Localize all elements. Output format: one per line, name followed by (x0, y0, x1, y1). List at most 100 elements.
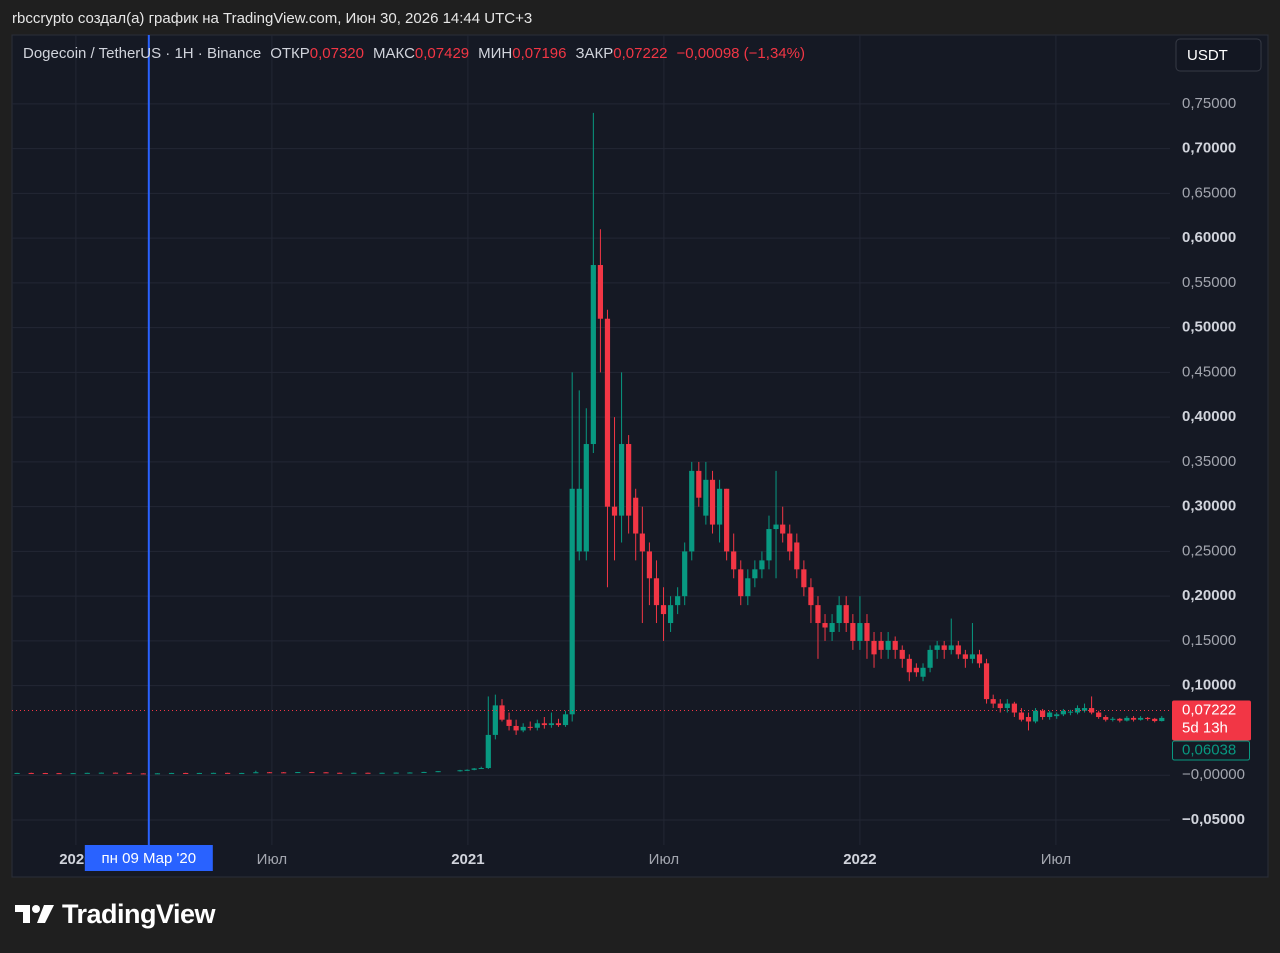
candle-body (885, 640, 891, 650)
logo-mark (37, 905, 54, 923)
x-tick-label: 2022 (843, 851, 876, 868)
candle-body (906, 658, 912, 673)
candle-body (597, 265, 604, 319)
candle-body (850, 623, 856, 641)
crosshair-label: пн 09 Мар '20 (102, 850, 197, 867)
candle-body (527, 726, 533, 728)
candle-body (611, 506, 618, 516)
legend-label: ЗАКР (575, 45, 614, 62)
candle-body (351, 772, 357, 774)
candle-body (808, 587, 814, 606)
candle-body (871, 640, 877, 655)
candle-body (520, 726, 526, 731)
candle-body (1060, 710, 1066, 715)
candle-body (365, 772, 371, 774)
currency-label[interactable]: USDT (1187, 47, 1228, 64)
candle-body (780, 524, 786, 534)
candle-body (295, 772, 301, 774)
candle-body (660, 605, 667, 615)
candle-body (1124, 717, 1130, 721)
candle-body (892, 640, 898, 650)
candle-body (576, 488, 582, 552)
candle-body (499, 705, 505, 720)
candle-body (836, 605, 842, 624)
candle-body (794, 542, 800, 570)
candle-body (590, 265, 596, 445)
candle-body (1018, 712, 1025, 720)
legend-change: −0,00098 (−1,34%) (676, 45, 805, 62)
candle-body (239, 772, 245, 774)
candle-body (1081, 708, 1088, 711)
candle-body (140, 773, 146, 775)
candle-body (196, 772, 202, 774)
currency-button-box[interactable] (1175, 38, 1262, 72)
candle-body (548, 723, 555, 726)
logo (15, 905, 54, 923)
candle-body (878, 640, 884, 650)
candle-body (112, 772, 119, 774)
candle-body (682, 551, 688, 597)
candle-body (667, 605, 674, 624)
candle-body (759, 560, 765, 570)
y-tick-label: 0,45000 (1182, 363, 1236, 380)
candle-body (154, 773, 161, 775)
crosshair-label-box (84, 845, 213, 871)
candle-body (583, 444, 589, 552)
candle-body (626, 444, 632, 516)
candle-body (253, 772, 259, 774)
candle-body (1004, 703, 1010, 709)
candle-body (457, 770, 463, 772)
candle-body (379, 772, 385, 774)
candle-body (281, 772, 287, 774)
plot-area (12, 35, 1170, 845)
currency-button[interactable]: USDT (1175, 38, 1262, 72)
candle-body (787, 533, 793, 552)
candle-body (653, 578, 660, 606)
y-tick-label: 0,55000 (1182, 274, 1236, 291)
candle-body (407, 772, 413, 774)
last-price-box (1172, 700, 1251, 741)
candle-body (126, 772, 132, 774)
candle-body (210, 772, 217, 774)
candle-body (745, 578, 751, 597)
candle-body (1137, 717, 1144, 720)
y-tick-label: 0,40000 (1182, 408, 1236, 425)
candle-body (98, 772, 104, 774)
candle-body (1067, 711, 1074, 713)
grid (12, 35, 1170, 845)
candle-body (829, 623, 835, 632)
x-tick-label: 2020 (59, 851, 92, 868)
candle-body (997, 703, 1003, 709)
candle-body (696, 470, 702, 498)
candle-body (639, 533, 645, 552)
y-tick-label: 0,10000 (1182, 677, 1236, 694)
y-tick-label: 0,50000 (1182, 319, 1236, 336)
candle-body (1159, 717, 1165, 722)
candle-body (435, 771, 441, 773)
axes: 0,75000 0,70000 0,65000 0,60000 0,55000 0,500… (59, 95, 1251, 871)
candle-body (1088, 708, 1095, 713)
candle-body (506, 719, 512, 726)
candle-body (464, 769, 470, 771)
second-price-label: 0,06038 (1182, 742, 1236, 759)
candle-body (738, 569, 744, 597)
candle-body (266, 772, 273, 774)
candle-body (969, 654, 976, 659)
legend-value: 0,07429 (414, 45, 470, 62)
candle-body (955, 645, 961, 655)
candle-body (731, 551, 737, 570)
candle-body (562, 714, 569, 726)
logo-mark (15, 905, 30, 923)
candle-body (716, 488, 723, 525)
legend-label: МАКС (373, 45, 415, 62)
candle-body (927, 649, 933, 668)
chart-panel (11, 34, 1269, 878)
candle-body (633, 497, 639, 534)
symbol-name: Dogecoin / TetherUS · 1H · Binance (23, 45, 262, 62)
candle-body (801, 569, 807, 588)
candle-body (337, 772, 343, 774)
candle-body (689, 470, 695, 552)
countdown-label: 5d 13h (1182, 720, 1228, 737)
candle-body (1152, 718, 1158, 722)
